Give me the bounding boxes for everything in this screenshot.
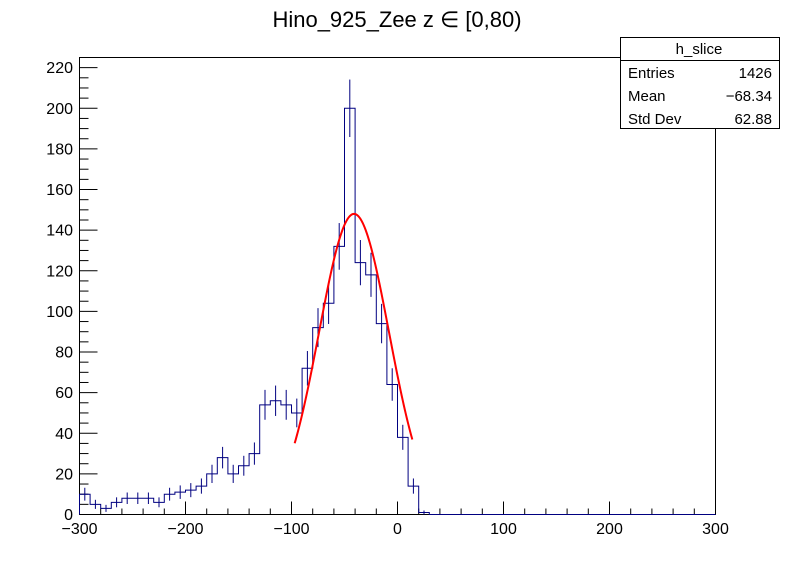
- gaussian-fit-curve: [293, 212, 414, 444]
- stats-stddev-label: Std Dev: [628, 111, 682, 128]
- y-tick-label: 100: [46, 304, 73, 321]
- stats-mean-label: Mean: [628, 88, 666, 105]
- x-tick-label: 0: [393, 521, 402, 538]
- error-bars: [84, 79, 425, 515]
- stats-box-title: h_slice: [676, 41, 723, 58]
- y-tick-label: 80: [55, 345, 73, 362]
- stats-box: h_slice Entries 1426 Mean −68.34 Std Dev…: [620, 37, 780, 129]
- x-tick-label: −200: [167, 521, 203, 538]
- stats-mean-value: −68.34: [726, 88, 772, 105]
- y-tick-label: 60: [55, 385, 73, 402]
- stats-entries-label: Entries: [628, 65, 675, 82]
- y-tick-label: 0: [64, 507, 73, 524]
- y-axis-ticks: 0 20 40 60 80 100 120 140 160 180 200 220: [46, 57, 98, 524]
- y-tick-label: 220: [46, 60, 73, 77]
- y-tick-label: 20: [55, 466, 73, 483]
- stats-box-frame: [620, 37, 780, 129]
- x-axis-ticks: −300 −200 −100 0 100 200 300: [61, 501, 729, 538]
- y-tick-label: 120: [46, 263, 73, 280]
- histogram-outline: [79, 107, 716, 515]
- stats-entries-value: 1426: [739, 65, 772, 82]
- chart-title: Hino_925_Zee z ∈ [0,80): [272, 7, 521, 32]
- y-tick-label: 200: [46, 101, 73, 118]
- x-tick-label: −300: [61, 521, 97, 538]
- y-tick-label: 180: [46, 141, 73, 158]
- y-tick-label: 40: [55, 426, 73, 443]
- x-tick-label: 200: [596, 521, 623, 538]
- x-tick-label: 300: [702, 521, 729, 538]
- stats-stddev-value: 62.88: [734, 111, 772, 128]
- x-tick-label: 100: [490, 521, 517, 538]
- y-tick-label: 160: [46, 182, 73, 199]
- x-tick-label: −100: [273, 521, 309, 538]
- y-tick-label: 140: [46, 223, 73, 240]
